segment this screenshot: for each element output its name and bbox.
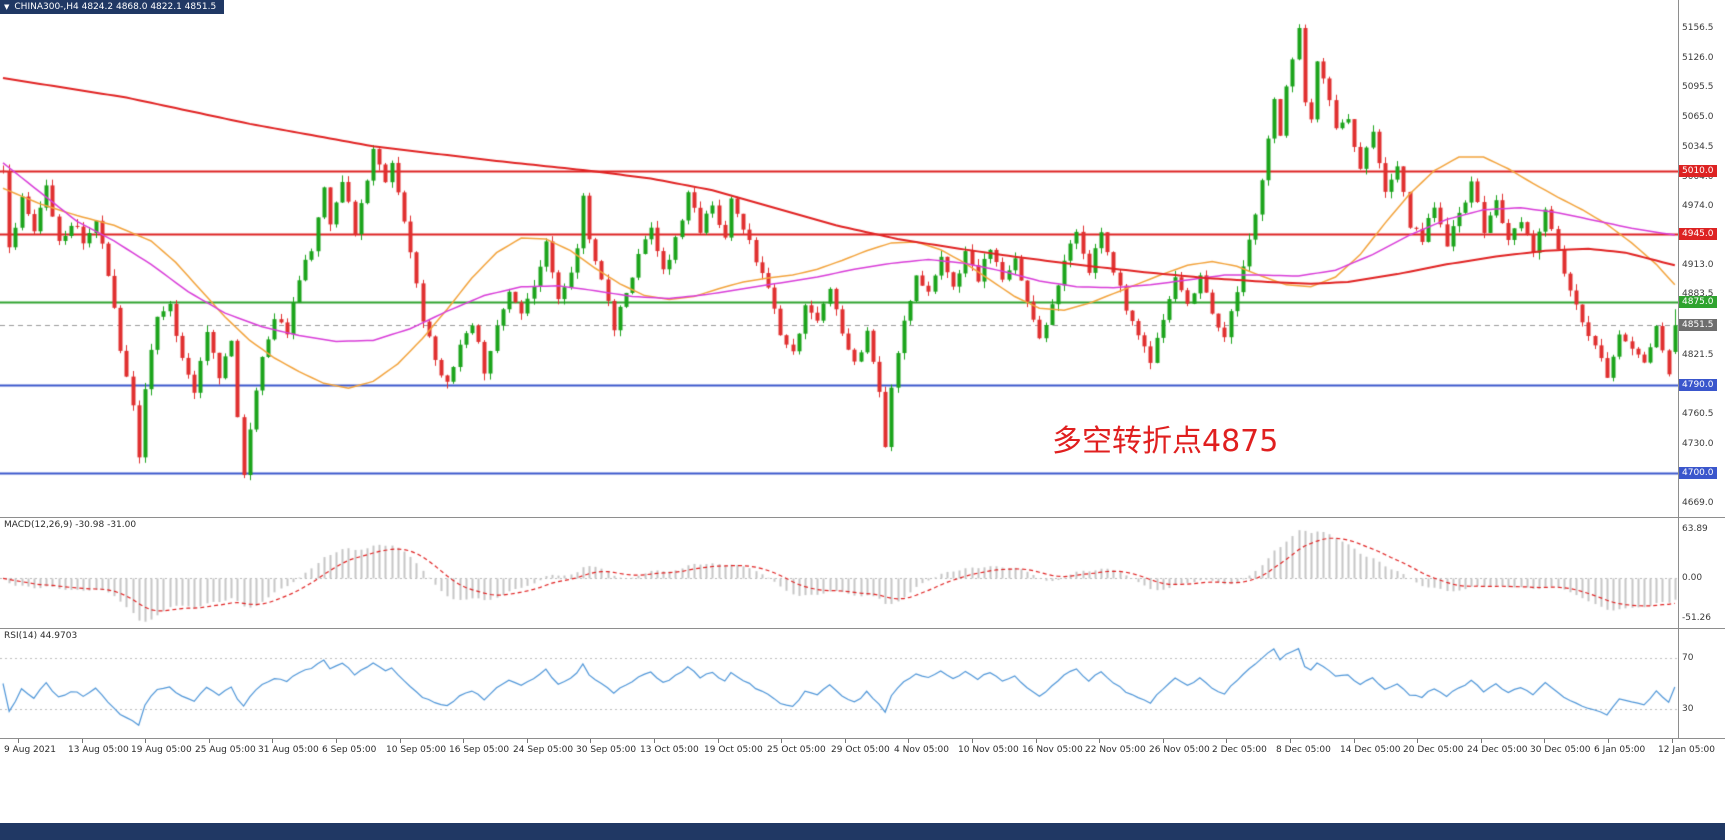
time-axis-label: 24 Sep 05:00 bbox=[513, 745, 574, 755]
time-axis-label: 29 Oct 05:00 bbox=[831, 745, 890, 755]
price-level-badge: 4875.0 bbox=[1679, 296, 1717, 308]
symbol-info-chip[interactable]: ▼ CHINA300-,H4 4824.2 4868.0 4822.1 4851… bbox=[0, 0, 225, 14]
time-axis-tick bbox=[1290, 739, 1291, 743]
time-axis-label: 20 Dec 05:00 bbox=[1403, 745, 1464, 755]
macd-panel: MACD(12,26,9) -30.98 -31.00 63.89 0.00 -51… bbox=[0, 517, 1725, 628]
time-axis-label: 19 Aug 05:00 bbox=[131, 745, 192, 755]
current-price-badge: 4851.5 bbox=[1679, 319, 1717, 331]
time-axis-label: 14 Dec 05:00 bbox=[1340, 745, 1401, 755]
time-axis-label: 10 Nov 05:00 bbox=[958, 745, 1019, 755]
time-axis-tick bbox=[1544, 739, 1545, 743]
time-axis-label: 6 Jan 05:00 bbox=[1594, 745, 1646, 755]
time-axis-tick bbox=[82, 739, 83, 743]
time-axis-tick bbox=[781, 739, 782, 743]
rsi-scale[interactable]: 70 30 bbox=[1678, 629, 1725, 738]
time-axis-label: 30 Sep 05:00 bbox=[576, 745, 637, 755]
price-scale[interactable]: 5156.5 5126.0 5095.5 5065.0 5034.5 5004.0 4974… bbox=[1678, 0, 1725, 517]
macd-axis-label: 63.89 bbox=[1682, 524, 1708, 534]
time-axis-tick bbox=[1608, 739, 1609, 743]
macd-axis-label: 0.00 bbox=[1682, 573, 1703, 583]
time-axis-label: 16 Sep 05:00 bbox=[449, 745, 510, 755]
rsi-panel: RSI(14) 44.9703 70 30 bbox=[0, 628, 1725, 738]
rsi-label: RSI(14) 44.9703 bbox=[4, 631, 78, 641]
time-axis-tick bbox=[718, 739, 719, 743]
macd-axis-label: -51.26 bbox=[1682, 613, 1712, 623]
time-axis-tick bbox=[463, 739, 464, 743]
time-axis-tick bbox=[654, 739, 655, 743]
time-axis-tick bbox=[336, 739, 337, 743]
symbol-info-text: CHINA300-,H4 4824.2 4868.0 4822.1 4851.5 bbox=[14, 2, 217, 12]
time-axis-tick bbox=[145, 739, 146, 743]
time-axis-tick bbox=[1417, 739, 1418, 743]
time-axis-tick bbox=[1481, 739, 1482, 743]
time-axis-label: 2 Dec 05:00 bbox=[1212, 745, 1267, 755]
price-level-badge: 4945.0 bbox=[1679, 228, 1717, 240]
price-axis-label: 5034.5 bbox=[1682, 142, 1714, 152]
price-axis-label: 5126.0 bbox=[1682, 53, 1714, 63]
time-axis-tick bbox=[908, 739, 909, 743]
time-axis-label: 19 Oct 05:00 bbox=[704, 745, 763, 755]
chevron-down-icon: ▼ bbox=[4, 3, 10, 11]
time-axis-tick bbox=[1672, 739, 1673, 743]
price-axis-label: 4974.0 bbox=[1682, 201, 1714, 211]
time-axis-label: 10 Sep 05:00 bbox=[386, 745, 447, 755]
rsi-canvas[interactable] bbox=[0, 629, 1678, 738]
window-margin bbox=[0, 760, 1725, 823]
time-axis-tick bbox=[1354, 739, 1355, 743]
time-axis-label: 6 Sep 05:00 bbox=[322, 745, 377, 755]
time-axis-label: 22 Nov 05:00 bbox=[1085, 745, 1146, 755]
time-axis-tick bbox=[527, 739, 528, 743]
price-axis-label: 5065.0 bbox=[1682, 112, 1714, 122]
price-axis-label: 5095.5 bbox=[1682, 82, 1714, 92]
time-axis-label: 13 Aug 05:00 bbox=[68, 745, 129, 755]
price-axis-label: 4730.0 bbox=[1682, 439, 1714, 449]
price-axis-label: 5156.5 bbox=[1682, 23, 1714, 33]
price-axis-label: 4760.5 bbox=[1682, 409, 1714, 419]
time-axis-tick bbox=[972, 739, 973, 743]
time-axis-tick bbox=[18, 739, 19, 743]
price-chart-canvas[interactable] bbox=[0, 0, 1678, 517]
price-axis-label: 4669.0 bbox=[1682, 498, 1714, 508]
time-axis-label: 30 Dec 05:00 bbox=[1530, 745, 1591, 755]
time-axis-label: 25 Aug 05:00 bbox=[195, 745, 256, 755]
time-axis-tick bbox=[590, 739, 591, 743]
chart-annotation: 多空转折点4875 bbox=[1052, 424, 1279, 459]
time-axis-label: 26 Nov 05:00 bbox=[1149, 745, 1210, 755]
price-axis-label: 4883.5 bbox=[1682, 289, 1714, 299]
price-level-badge: 4700.0 bbox=[1679, 467, 1717, 479]
macd-label: MACD(12,26,9) -30.98 -31.00 bbox=[4, 520, 137, 530]
price-axis-label: 4913.0 bbox=[1682, 260, 1714, 270]
time-axis-label: 25 Oct 05:00 bbox=[767, 745, 826, 755]
status-bar bbox=[0, 823, 1725, 840]
time-axis-label: 4 Nov 05:00 bbox=[894, 745, 949, 755]
price-level-badge: 4790.0 bbox=[1679, 379, 1717, 391]
time-axis-tick bbox=[209, 739, 210, 743]
time-axis-tick bbox=[1226, 739, 1227, 743]
time-axis-tick bbox=[272, 739, 273, 743]
price-axis-label: 5004.0 bbox=[1682, 172, 1714, 182]
time-axis-label: 16 Nov 05:00 bbox=[1022, 745, 1083, 755]
time-axis-tick bbox=[1036, 739, 1037, 743]
time-axis-label: 24 Dec 05:00 bbox=[1467, 745, 1528, 755]
time-axis-label: 8 Dec 05:00 bbox=[1276, 745, 1331, 755]
time-axis-tick bbox=[400, 739, 401, 743]
time-axis-label: 9 Aug 2021 bbox=[4, 745, 56, 755]
macd-canvas[interactable] bbox=[0, 518, 1678, 628]
time-axis-tick bbox=[1099, 739, 1100, 743]
time-axis-label: 13 Oct 05:00 bbox=[640, 745, 699, 755]
time-axis-label: 31 Aug 05:00 bbox=[258, 745, 319, 755]
time-axis-label: 12 Jan 05:00 bbox=[1658, 745, 1715, 755]
time-axis-tick bbox=[845, 739, 846, 743]
main-chart-panel: ▼ CHINA300-,H4 4824.2 4868.0 4822.1 4851… bbox=[0, 0, 1725, 517]
time-axis-tick bbox=[1163, 739, 1164, 743]
price-level-badge: 5010.0 bbox=[1679, 165, 1717, 177]
rsi-axis-label: 30 bbox=[1682, 704, 1694, 714]
price-axis-label: 4821.5 bbox=[1682, 350, 1714, 360]
macd-scale[interactable]: 63.89 0.00 -51.26 bbox=[1678, 518, 1725, 628]
time-axis[interactable]: 9 Aug 2021 13 Aug 05:00 19 Aug 05:00 25 Aug… bbox=[0, 738, 1725, 760]
rsi-axis-label: 70 bbox=[1682, 653, 1694, 663]
